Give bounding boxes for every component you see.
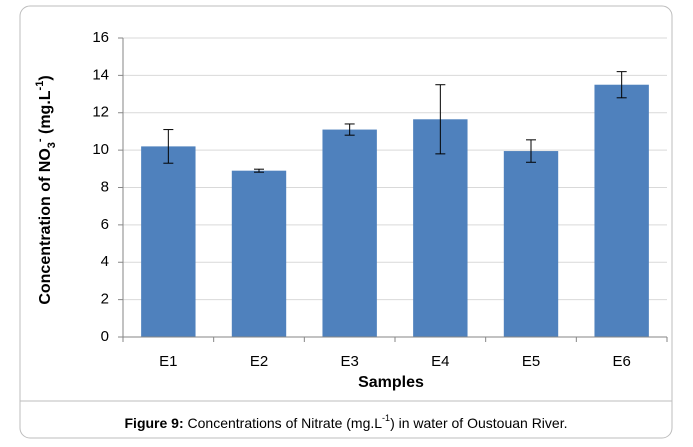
y-title-part: ) [37, 75, 54, 80]
x-tick-label: E1 [159, 353, 177, 370]
x-tick-label: E3 [340, 353, 358, 370]
y-tick-label: 2 [101, 291, 109, 308]
y-tick-label: 0 [101, 328, 109, 345]
bar [503, 151, 559, 337]
bar [594, 84, 649, 337]
y-tick-label: 4 [101, 253, 109, 270]
caption-sup: -1 [382, 413, 390, 423]
y-title-sup: -1 [34, 81, 46, 91]
x-tick-label: E6 [612, 353, 630, 370]
bar [231, 170, 287, 337]
y-tick-label: 16 [92, 29, 109, 46]
bar [413, 119, 468, 338]
bar [141, 146, 196, 337]
y-title-part: Concentration of NO [37, 148, 54, 304]
y-tick-label: 10 [92, 141, 109, 158]
x-tick-label: E2 [250, 353, 268, 370]
caption: Figure 9: Concentrations of Nitrate (mg.… [125, 413, 568, 430]
y-tick-label: 6 [101, 216, 109, 233]
caption-label: Figure 9: [125, 415, 184, 431]
y-title-part: (mg.L [37, 90, 54, 138]
y-tick-label: 12 [92, 104, 109, 121]
y-axis-title: Concentration of NO3- (mg.L-1) [34, 75, 58, 304]
caption-text: ) in water of Oustouan River. [390, 415, 567, 431]
x-axis-title: Samples [358, 374, 424, 391]
x-tick-label: E4 [431, 353, 449, 370]
caption-text: Concentrations of Nitrate (mg.L [184, 415, 383, 431]
y-title-sup: - [34, 138, 46, 142]
y-title-sub: 3 [46, 142, 58, 148]
bar [322, 129, 377, 337]
x-tick-label: E5 [522, 353, 540, 370]
y-tick-label: 8 [101, 178, 109, 195]
y-tick-label: 14 [92, 66, 109, 83]
